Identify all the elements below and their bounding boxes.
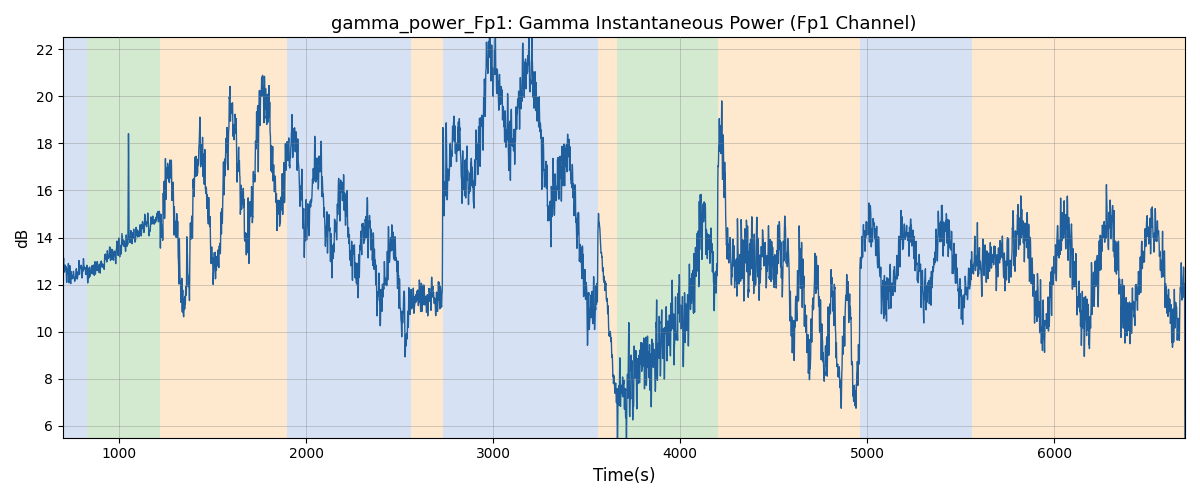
Bar bbox=[410, 38, 443, 438]
Bar bbox=[443, 38, 598, 438]
Bar bbox=[718, 38, 781, 438]
Title: gamma_power_Fp1: Gamma Instantaneous Power (Fp1 Channel): gamma_power_Fp1: Gamma Instantaneous Pow… bbox=[331, 15, 917, 34]
Bar bbox=[598, 38, 617, 438]
X-axis label: Time(s): Time(s) bbox=[593, 467, 655, 485]
Bar bbox=[288, 38, 410, 438]
Bar bbox=[617, 38, 718, 438]
Bar bbox=[781, 38, 859, 438]
Bar bbox=[1009, 38, 1186, 438]
Bar bbox=[161, 38, 288, 438]
Bar bbox=[64, 38, 88, 438]
Bar bbox=[859, 38, 972, 438]
Bar bbox=[972, 38, 1009, 438]
Bar bbox=[88, 38, 161, 438]
Y-axis label: dB: dB bbox=[16, 228, 30, 248]
